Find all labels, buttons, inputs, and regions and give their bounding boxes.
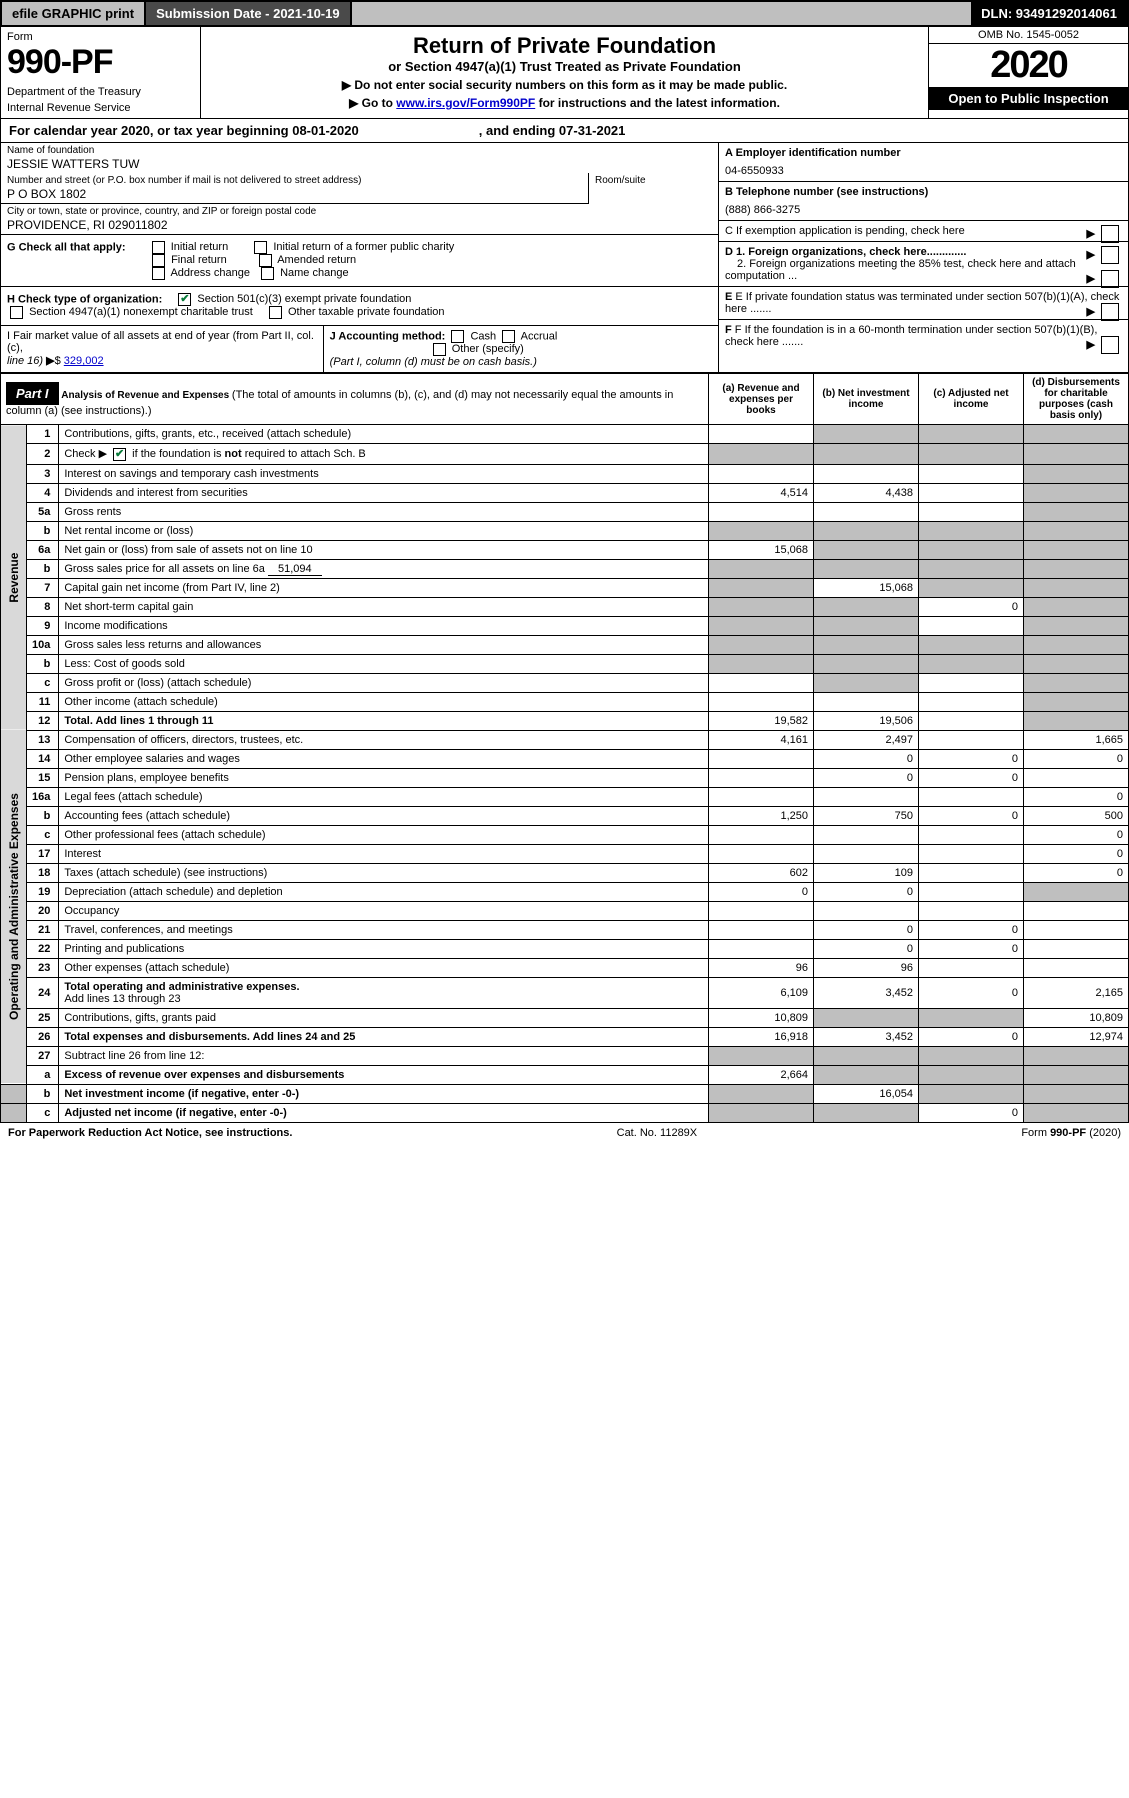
form990pf-link[interactable]: www.irs.gov/Form990PF xyxy=(396,96,535,110)
cb-name-change[interactable] xyxy=(261,267,274,280)
form-label: Form xyxy=(7,31,194,43)
foundation-name: JESSIE WATTERS TUW xyxy=(7,157,712,171)
c-label: C If exemption application is pending, c… xyxy=(725,225,965,237)
dln: DLN: 93491292014061 xyxy=(971,2,1127,25)
d1-label: D 1. Foreign organizations, check here..… xyxy=(725,246,966,258)
j-note: (Part I, column (d) must be on cash basi… xyxy=(330,356,537,368)
cb-amended[interactable] xyxy=(259,254,272,267)
cb-4947[interactable] xyxy=(10,306,23,319)
address-label: Number and street (or P.O. box number if… xyxy=(7,175,582,186)
col-c-header: (c) Adjusted net income xyxy=(919,374,1024,425)
revenue-label: Revenue xyxy=(1,425,27,731)
top-bar-fill xyxy=(352,2,972,25)
tel-value: (888) 866-3275 xyxy=(725,204,1122,216)
city-value: PROVIDENCE, RI 029011802 xyxy=(7,218,712,232)
cb-sch-b[interactable]: ✔ xyxy=(113,448,126,461)
cb-85pct[interactable] xyxy=(1101,270,1119,288)
submission-date: Submission Date - 2021-10-19 xyxy=(146,2,352,25)
e-label: E If private foundation status was termi… xyxy=(725,291,1119,315)
entity-info-block: Name of foundation JESSIE WATTERS TUW Nu… xyxy=(0,143,1129,373)
cb-cash[interactable] xyxy=(451,330,464,343)
efile-print-btn[interactable]: efile GRAPHIC print xyxy=(2,2,146,25)
cb-60month[interactable] xyxy=(1101,336,1119,354)
cb-accrual[interactable] xyxy=(502,330,515,343)
note-link: ▶ Go to www.irs.gov/Form990PF for instru… xyxy=(211,96,918,110)
cb-initial[interactable] xyxy=(152,241,165,254)
irs-label: Internal Revenue Service xyxy=(7,102,194,114)
part1-header: Part I xyxy=(6,382,59,405)
part1-table: Part I Analysis of Revenue and Expenses … xyxy=(0,373,1129,1123)
cb-501c3[interactable]: ✔ xyxy=(178,293,191,306)
ein-label: A Employer identification number xyxy=(725,147,901,159)
col-d-header: (d) Disbursements for charitable purpose… xyxy=(1024,374,1129,425)
footer: For Paperwork Reduction Act Notice, see … xyxy=(0,1123,1129,1143)
cb-foreign-org[interactable] xyxy=(1101,246,1119,264)
note-ssn: ▶ Do not enter social security numbers o… xyxy=(211,78,918,92)
col-b-header: (b) Net investment income xyxy=(814,374,919,425)
cb-other-taxable[interactable] xyxy=(269,306,282,319)
tel-label: B Telephone number (see instructions) xyxy=(725,186,928,198)
omb-number: OMB No. 1545-0052 xyxy=(929,27,1128,44)
calendar-year-row: For calendar year 2020, or tax year begi… xyxy=(0,119,1129,143)
dept-treasury: Department of the Treasury xyxy=(7,86,194,98)
j-label: J Accounting method: xyxy=(330,330,446,342)
ein-value: 04-6550933 xyxy=(725,165,1122,177)
cb-final[interactable] xyxy=(152,254,165,267)
form-header: Form 990-PF Department of the Treasury I… xyxy=(0,27,1129,119)
f-label: F If the foundation is in a 60-month ter… xyxy=(725,324,1097,348)
form-number: 990-PF xyxy=(7,43,194,82)
part1-title: Analysis of Revenue and Expenses xyxy=(61,390,229,401)
form-subtitle: or Section 4947(a)(1) Trust Treated as P… xyxy=(211,59,918,74)
i-label: I Fair market value of all assets at end… xyxy=(7,330,314,354)
top-bar: efile GRAPHIC print Submission Date - 20… xyxy=(0,0,1129,27)
expenses-label: Operating and Administrative Expenses xyxy=(1,730,27,1084)
cb-initial-former[interactable] xyxy=(254,241,267,254)
open-to-public: Open to Public Inspection xyxy=(929,87,1128,110)
fmv-link[interactable]: 329,002 xyxy=(64,355,104,367)
paperwork-notice: For Paperwork Reduction Act Notice, see … xyxy=(8,1127,292,1139)
cb-terminated[interactable] xyxy=(1101,303,1119,321)
cb-other-method[interactable] xyxy=(433,343,446,356)
cat-no: Cat. No. 11289X xyxy=(617,1127,698,1139)
address: P O BOX 1802 xyxy=(7,187,582,201)
room-label: Room/suite xyxy=(595,175,712,186)
cb-address-change[interactable] xyxy=(152,267,165,280)
g-label: G Check all that apply: xyxy=(7,241,126,253)
col-a-header: (a) Revenue and expenses per books xyxy=(709,374,814,425)
d2-label: 2. Foreign organizations meeting the 85%… xyxy=(725,258,1076,282)
form-ref: Form 990-PF (2020) xyxy=(1021,1127,1121,1139)
tax-year: 2020 xyxy=(929,44,1128,87)
name-label: Name of foundation xyxy=(7,145,712,156)
city-label: City or town, state or province, country… xyxy=(7,206,712,217)
cb-exemption-pending[interactable] xyxy=(1101,225,1119,243)
form-title: Return of Private Foundation xyxy=(211,33,918,59)
h-label: H Check type of organization: xyxy=(7,293,162,305)
